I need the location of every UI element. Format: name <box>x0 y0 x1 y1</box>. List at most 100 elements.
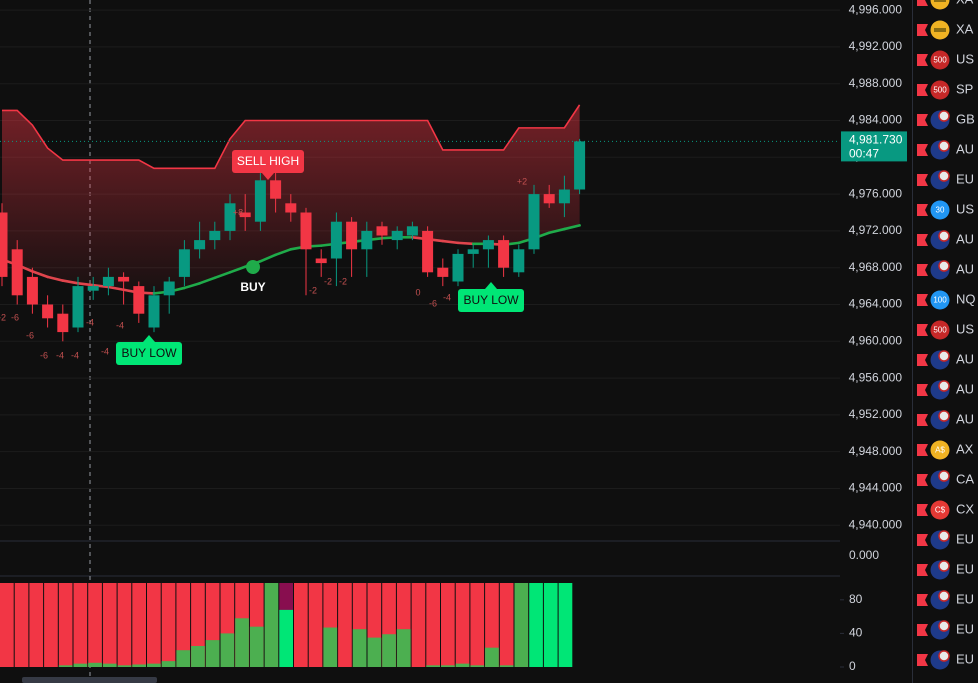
watchlist-row[interactable]: C$ CX <box>917 500 974 520</box>
osc-inner-bar <box>205 640 220 667</box>
osc-inner-bar <box>249 626 264 667</box>
symbol-name: AX <box>956 441 974 456</box>
symbol-name: CA <box>956 471 974 486</box>
osc-bar <box>44 583 58 667</box>
ema-segment <box>76 282 95 287</box>
watchlist-row[interactable]: AU <box>917 260 974 280</box>
symbol-name: EU <box>956 531 974 546</box>
y-tick-label: 4,996.000 <box>849 2 903 16</box>
symbol-icon-flag <box>938 590 950 602</box>
watchlist-row[interactable]: AU <box>917 140 974 160</box>
symbol-badge <box>930 290 950 310</box>
flag-icon <box>917 594 928 606</box>
osc-bar <box>411 583 426 667</box>
signal-label: BUY LOW <box>121 346 177 360</box>
watchlist-row[interactable]: CA <box>917 470 974 490</box>
last-price-label: 4,981.730 <box>849 133 903 147</box>
osc-bar <box>29 583 44 667</box>
ema-segment <box>213 270 232 280</box>
ema-segment <box>46 275 65 282</box>
ema-segment <box>441 239 460 245</box>
count-label: -6 <box>26 330 34 340</box>
scrollbar[interactable] <box>22 677 157 683</box>
flag-icon <box>917 444 928 456</box>
watchlist-row[interactable]: EU <box>917 530 974 550</box>
candle-body <box>194 240 206 250</box>
watchlist-row[interactable]: AU <box>917 230 974 250</box>
osc-bar <box>73 583 88 667</box>
symbol-icon-flag <box>938 530 950 542</box>
candle-body <box>528 194 540 250</box>
osc-bar <box>88 583 102 667</box>
symbol-icon-bar <box>934 28 946 32</box>
badge-label: A$ <box>935 446 945 455</box>
watchlist-row[interactable]: EU <box>917 620 974 640</box>
buy-dot <box>246 260 260 274</box>
watchlist-row[interactable]: 30 US <box>917 200 974 220</box>
watchlist-row[interactable]: 500 US <box>917 50 974 70</box>
count-label: -6 <box>40 350 48 360</box>
flag-icon <box>917 474 928 486</box>
candle-body <box>406 226 418 236</box>
symbol-badge <box>930 320 950 340</box>
candle-body <box>361 230 373 250</box>
watchlist-row[interactable]: A$ AX <box>917 440 974 460</box>
y-tick-label: 4,952.000 <box>849 407 903 421</box>
watchlist-row[interactable]: AU <box>917 350 974 370</box>
candle-body <box>315 258 327 264</box>
osc-inner-bar <box>441 665 455 667</box>
watchlist-row[interactable]: EU <box>917 170 974 190</box>
candle-body <box>11 249 23 296</box>
watchlist-row[interactable]: EU <box>917 560 974 580</box>
osc-inner-bar <box>515 583 529 667</box>
osc-bar <box>132 583 146 667</box>
signal-label: BUY LOW <box>463 293 519 307</box>
watchlist-row[interactable]: EU <box>917 590 974 610</box>
candle-body <box>209 230 221 241</box>
watchlist-row[interactable]: AU <box>917 380 974 400</box>
ema-segment <box>107 285 125 292</box>
symbol-name: EU <box>956 561 974 576</box>
watchlist-row[interactable]: GB <box>917 110 975 130</box>
watchlist-row[interactable]: 500 US <box>917 320 974 340</box>
osc-bar <box>529 583 543 667</box>
symbol-badge <box>930 440 950 460</box>
y-tick-label: 4,964.000 <box>849 297 903 311</box>
flag-icon <box>917 324 928 336</box>
watchlist-row[interactable]: XA <box>917 20 974 40</box>
osc-inner-bar <box>117 665 132 667</box>
y-tick-label: 4,972.000 <box>849 223 903 237</box>
symbol-icon-flag <box>938 380 950 392</box>
watchlist-row[interactable]: EU <box>917 650 974 670</box>
osc-inner-bar <box>102 663 117 667</box>
osc-bar <box>58 583 73 667</box>
count-label: 0 <box>415 287 420 297</box>
osc-bar <box>161 583 176 667</box>
symbol-badge <box>930 50 950 70</box>
count-label: +8 <box>233 207 243 217</box>
count-label: +2 <box>517 176 527 186</box>
osc-bar <box>14 583 29 667</box>
osc-inner-bar <box>161 661 176 667</box>
watchlist-row[interactable]: 100 NQ <box>917 290 976 310</box>
symbol-name: XA <box>956 0 974 6</box>
candle-body <box>239 212 251 218</box>
y-tick-label: 4,956.000 <box>849 370 903 384</box>
osc-inner-bar <box>426 665 440 667</box>
osc-inner-bar <box>235 618 249 667</box>
candle-body <box>543 194 555 204</box>
symbol-icon-bar <box>934 0 946 2</box>
ema-segment <box>183 282 201 290</box>
osc-bar <box>441 583 455 667</box>
y-tick-label: 4,984.000 <box>849 113 903 127</box>
middle-pane-tick: 0.000 <box>849 548 879 562</box>
symbol-name: AU <box>956 411 974 426</box>
candle-body <box>102 276 114 287</box>
watchlist-row[interactable]: 500 SP <box>917 80 973 100</box>
watchlist-row[interactable]: XA <box>917 0 974 10</box>
watchlist-row[interactable]: AU <box>917 410 974 430</box>
symbol-name: AU <box>956 351 974 366</box>
watchlist-panel <box>913 0 978 683</box>
y-tick-label: 4,940.000 <box>849 517 903 531</box>
osc-inner-bar <box>485 647 499 667</box>
